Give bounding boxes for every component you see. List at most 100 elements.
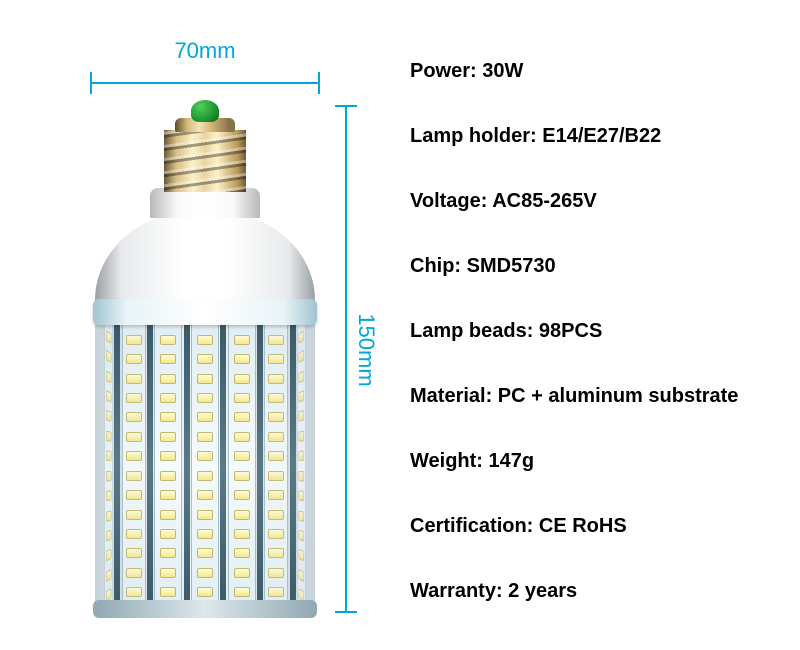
product-spec-layout: 70mm 150mm Power: 30W Lamp holder: E14/E2… [0,0,800,650]
led-chip [234,490,250,500]
led-corn-bulb-illustration [95,100,315,615]
led-chip [234,529,250,539]
led-chip [268,568,284,578]
width-dimension-label: 70mm [90,38,320,64]
led-chip [234,374,250,384]
led-chip [126,587,142,597]
led-column [104,318,113,614]
led-chip [197,432,213,442]
led-column [264,324,288,608]
led-chip [268,374,284,384]
spec-label: Power: [410,60,477,82]
led-chip [234,432,250,442]
spec-row: Material: PC + aluminum substrate [410,385,800,408]
led-chip [106,549,112,562]
led-chip [106,529,112,541]
spec-value: SMD5730 [461,255,556,277]
led-chip [160,393,176,403]
spec-value: 2 years [503,580,578,602]
product-image-panel: 70mm 150mm [0,0,400,650]
led-chip [197,587,213,597]
spec-value: CE RoHS [533,515,626,537]
bulb-led-array [95,318,315,614]
spec-row: Lamp beads: 98PCS [410,320,800,343]
width-dimension-line [90,72,320,94]
led-chip [234,335,250,345]
led-chip [106,410,112,422]
led-chip [160,354,176,364]
spec-list: Power: 30W Lamp holder: E14/E27/B22 Voltag… [400,0,800,650]
led-chip [299,410,305,422]
led-chip [106,390,112,402]
led-chip [299,350,305,363]
led-chip [268,412,284,422]
led-chip [268,587,284,597]
led-chip [106,330,112,344]
led-chip [197,568,213,578]
led-chip [197,374,213,384]
led-chip [126,335,142,345]
bulb-contact-tip [191,100,219,122]
led-chip [126,548,142,558]
led-chip [106,370,112,383]
led-chip [106,510,112,522]
led-chip [197,393,213,403]
led-chip [126,412,142,422]
led-chip [234,354,250,364]
led-chip [299,510,305,522]
spec-value: 98PCS [533,320,602,342]
led-chip [299,370,305,383]
spec-row: Certification: CE RoHS [410,515,800,538]
led-chip [197,529,213,539]
spec-label: Chip: [410,255,461,277]
led-chip [106,490,112,501]
led-chip [106,569,112,582]
led-chip [268,354,284,364]
led-chip [268,393,284,403]
bulb-upper-housing [95,212,315,312]
led-chip [299,490,305,501]
spec-label: Warranty: [410,580,503,602]
led-chip [197,510,213,520]
led-chip [234,412,250,422]
led-column [154,324,182,608]
spec-value: AC85-265V [487,190,596,212]
led-chip [160,451,176,461]
led-chip [299,330,305,344]
led-column [122,324,146,608]
led-chip [234,568,250,578]
spec-value: PC + aluminum substrate [492,385,738,407]
led-chip [234,548,250,558]
spec-label: Lamp holder: [410,125,537,147]
led-chip [126,393,142,403]
led-chip [160,374,176,384]
led-chip [126,451,142,461]
led-chip [268,471,284,481]
spec-row: Power: 30W [410,60,800,83]
led-chip [160,510,176,520]
spec-row: Voltage: AC85-265V [410,190,800,213]
spec-label: Material: [410,385,492,407]
led-chip [234,471,250,481]
led-chip [268,432,284,442]
led-chip [234,393,250,403]
spec-value: 147g [483,450,534,472]
led-chip [160,529,176,539]
led-chip [106,451,112,462]
led-chip [268,548,284,558]
led-chip [234,587,250,597]
led-chip [234,451,250,461]
led-column [228,324,256,608]
spec-value: E14/E27/B22 [537,125,662,147]
led-chip [299,549,305,562]
led-chip [126,490,142,500]
bulb-mid-plate [93,299,317,325]
led-chip [197,335,213,345]
led-chip [197,412,213,422]
spec-row: Chip: SMD5730 [410,255,800,278]
led-chip [268,490,284,500]
led-chip [160,548,176,558]
led-chip [197,548,213,558]
led-chip [126,374,142,384]
led-chip [160,335,176,345]
